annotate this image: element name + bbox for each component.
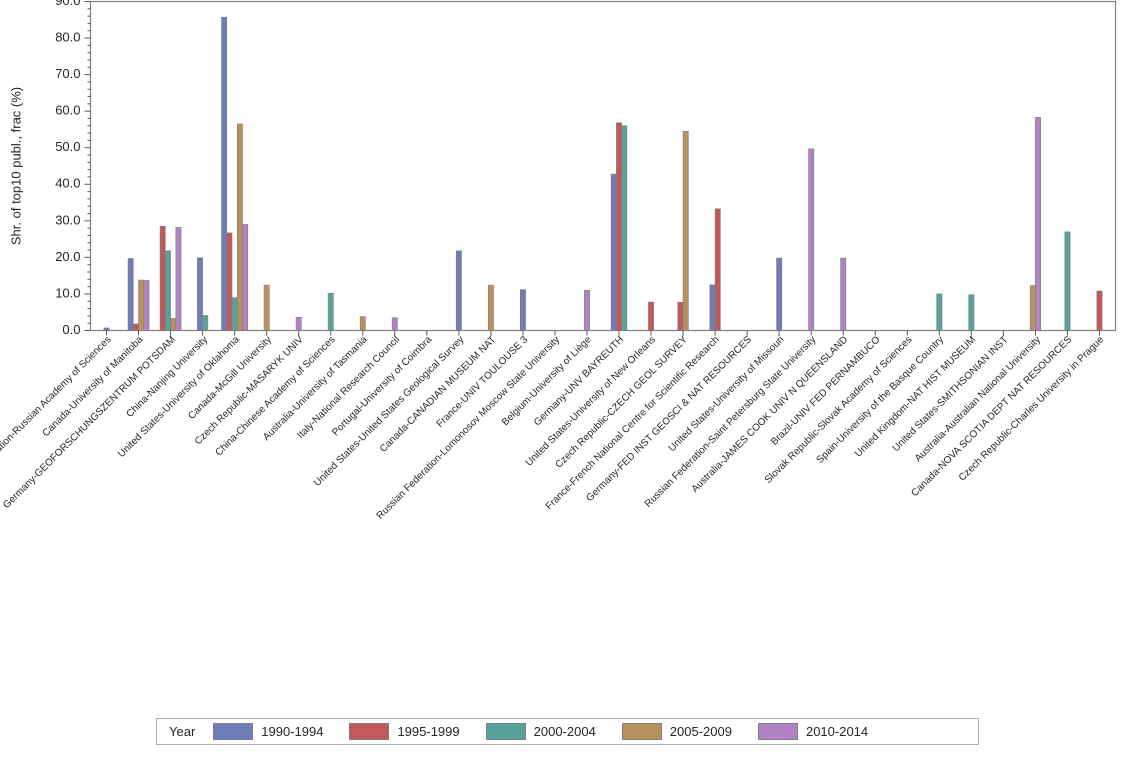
svg-text:50.0: 50.0 <box>55 139 80 154</box>
svg-text:60.0: 60.0 <box>55 103 80 118</box>
svg-text:30.0: 30.0 <box>55 212 80 227</box>
svg-text:80.0: 80.0 <box>55 29 80 44</box>
svg-text:20.0: 20.0 <box>55 249 80 264</box>
svg-text:0.0: 0.0 <box>62 322 80 337</box>
svg-text:40.0: 40.0 <box>55 176 80 191</box>
svg-text:70.0: 70.0 <box>55 66 80 81</box>
svg-text:10.0: 10.0 <box>55 285 80 300</box>
svg-text:90.0: 90.0 <box>55 0 80 8</box>
